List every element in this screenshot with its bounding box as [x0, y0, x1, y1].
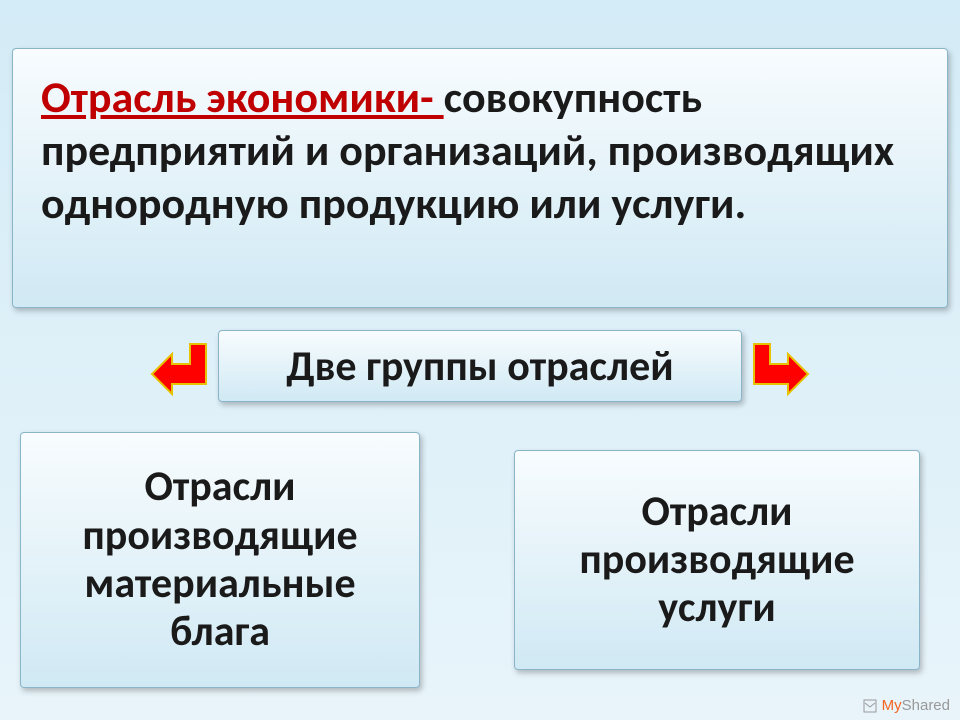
definition-term: Отрасль экономики- — [41, 70, 444, 124]
definition-box: Отрасль экономики- совокупность предприя… — [12, 48, 948, 308]
arrow-left-icon — [148, 336, 210, 398]
branch-left-box: Отрасли производящие материальные блага — [20, 432, 420, 688]
branch-left-label: Отрасли производящие материальные блага — [31, 463, 409, 656]
watermark-part1: My — [882, 697, 902, 714]
watermark-icon — [863, 699, 877, 713]
arrow-right-icon — [750, 336, 812, 398]
middle-label: Две группы отраслей — [286, 341, 673, 392]
watermark-part2: Shared — [902, 697, 950, 714]
branch-right-box: Отрасли производящие услуги — [514, 450, 920, 670]
middle-label-box: Две группы отраслей — [218, 330, 742, 402]
watermark: MyShared — [863, 697, 950, 714]
branch-right-label: Отрасли производящие услуги — [525, 488, 909, 633]
